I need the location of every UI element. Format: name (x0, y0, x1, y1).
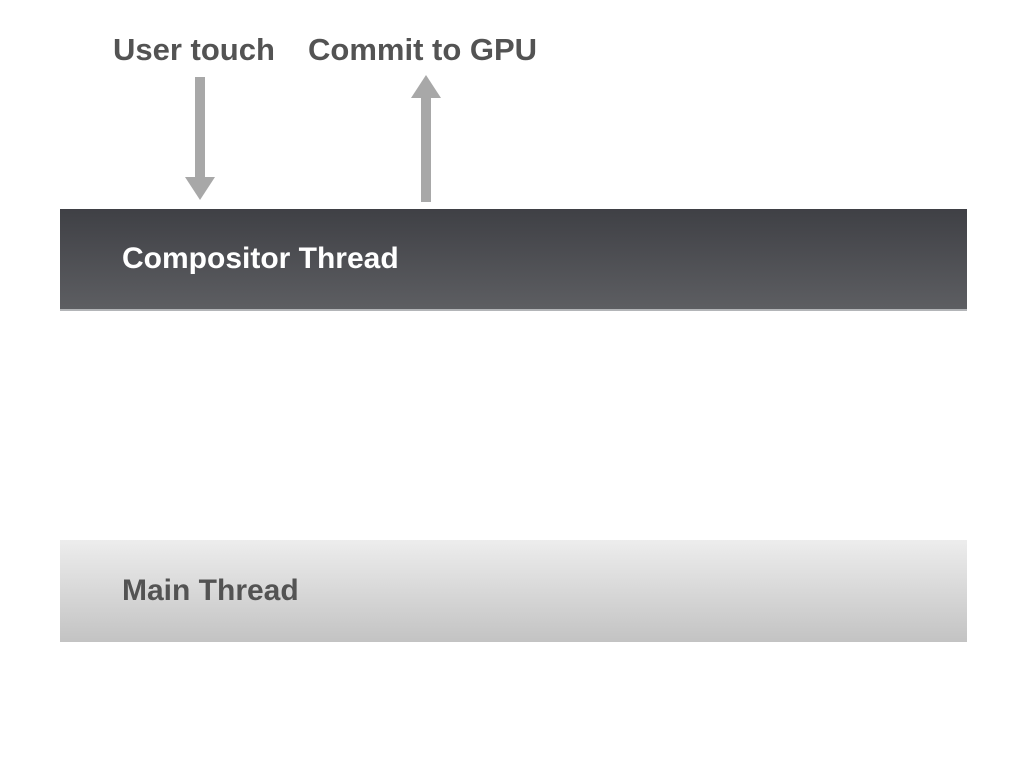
main-thread-label: Main Thread (122, 574, 299, 608)
commit-to-gpu-arrow-up (0, 0, 1024, 768)
main-thread-bar: Main Thread (60, 540, 967, 642)
compositor-thread-bar: Compositor Thread (60, 209, 967, 311)
compositor-thread-label: Compositor Thread (122, 242, 399, 276)
diagram-stage: User touch Commit to GPU Compositor Thre… (0, 0, 1024, 768)
